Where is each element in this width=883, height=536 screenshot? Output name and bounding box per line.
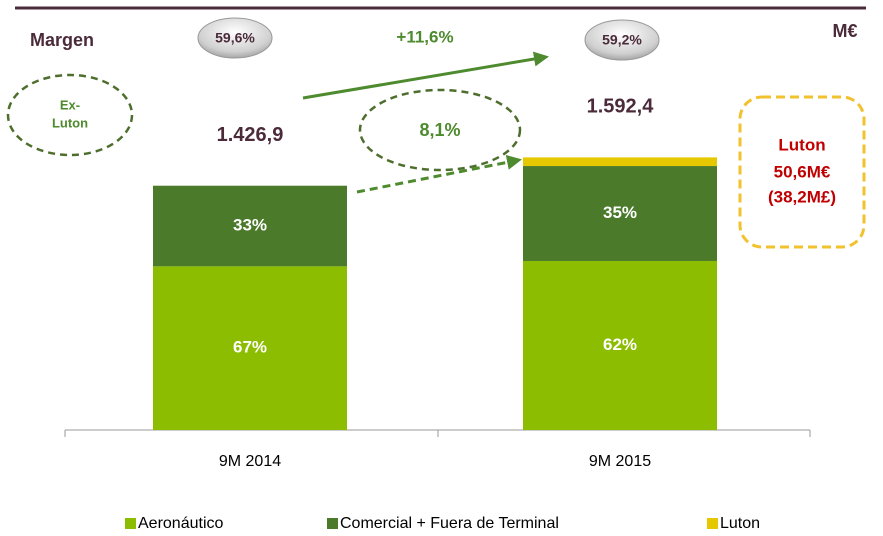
unit-label: M€ bbox=[832, 21, 857, 41]
segment-label: 33% bbox=[233, 216, 267, 235]
luton-eur: 50,6M€ bbox=[774, 162, 831, 181]
legend-swatch bbox=[327, 518, 338, 529]
legend-label: Aeronáutico bbox=[138, 515, 223, 532]
margin-label: 59,2% bbox=[602, 32, 642, 48]
growth-ellipse bbox=[358, 88, 522, 172]
ex-luton-growth: 8,1% bbox=[419, 120, 460, 140]
ex-luton-ellipse bbox=[6, 73, 134, 157]
margin-title: Margen bbox=[30, 30, 94, 50]
total-label: 1.426,9 bbox=[217, 124, 284, 146]
total-label: 1.592,4 bbox=[587, 96, 655, 118]
segment-label: 62% bbox=[603, 335, 637, 354]
margin-pill bbox=[584, 19, 660, 61]
luton-gbp: (38,2M£) bbox=[768, 187, 836, 206]
legend-label: Comercial + Fuera de Terminal bbox=[340, 515, 559, 532]
margin-label: 59,6% bbox=[215, 30, 255, 46]
growth-arrow bbox=[302, 51, 549, 100]
bar-segment bbox=[523, 166, 717, 261]
segment-label: 35% bbox=[603, 203, 637, 222]
luton-title: Luton bbox=[778, 135, 825, 154]
bar-segment bbox=[153, 266, 347, 430]
ex-luton-label: Ex- bbox=[60, 97, 80, 112]
bar-segment bbox=[523, 260, 717, 430]
bar-segment bbox=[523, 157, 717, 167]
growth-label: +11,6% bbox=[396, 27, 453, 46]
ex-luton-label: Luton bbox=[52, 115, 88, 130]
segment-label: 67% bbox=[233, 338, 267, 357]
legend-label: Luton bbox=[720, 515, 760, 532]
legend-swatch bbox=[707, 518, 718, 529]
margin-pill bbox=[197, 17, 273, 59]
ex-luton-arrow bbox=[356, 154, 522, 194]
bar-segment bbox=[153, 185, 347, 267]
legend-swatch bbox=[125, 518, 136, 529]
x-tick-label: 9M 2015 bbox=[589, 453, 651, 470]
x-tick-label: 9M 2014 bbox=[219, 453, 281, 470]
luton-box bbox=[738, 95, 866, 249]
